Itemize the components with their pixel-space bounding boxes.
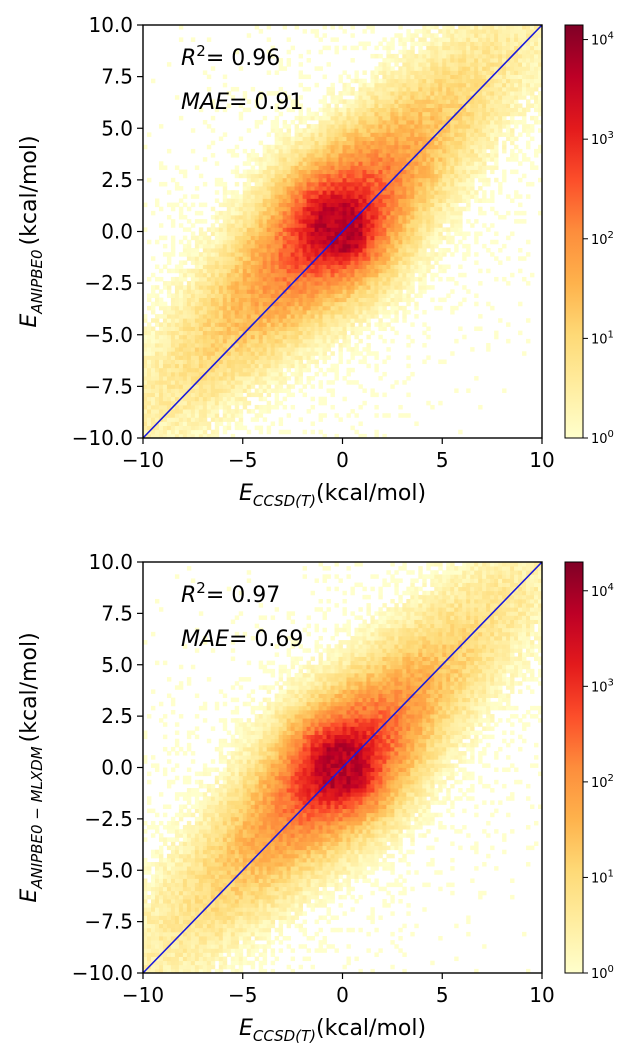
x-tick-label: −10 <box>122 983 164 1007</box>
y-tick-label: 0.0 <box>101 220 133 244</box>
colorbar: 100 101 102 103 104 <box>564 24 614 447</box>
colorbar-tick-label: 102 <box>591 230 614 248</box>
y-tick-label: −7.5 <box>84 374 133 398</box>
annotation-r2: R2= 0.97 <box>181 579 280 608</box>
annotation-mae: MAE= 0.91 <box>181 90 303 115</box>
y-tick-label: −7.5 <box>84 910 133 934</box>
x-tick-label: 5 <box>436 448 449 472</box>
colorbar-tick-label: 103 <box>591 130 614 148</box>
x-tick-label: −10 <box>122 448 164 472</box>
x-tick-label: 10 <box>529 983 554 1007</box>
y-tick-label: −5.0 <box>84 323 133 347</box>
x-tick-label: 5 <box>436 983 449 1007</box>
x-tick-label: 10 <box>529 448 554 472</box>
y-tick-label: −2.5 <box>84 807 133 831</box>
colorbar: 100 101 102 103 104 <box>564 561 614 982</box>
colorbar-tick-label: 103 <box>591 677 614 695</box>
x-axis-label: ECCSD(T)(kcal/mol) <box>239 1016 426 1045</box>
annotation-r2: R2= 0.96 <box>181 42 280 71</box>
colorbar-tick-label: 102 <box>591 773 614 791</box>
colorbar-tick-label: 101 <box>591 868 614 886</box>
heatmap <box>143 562 542 973</box>
x-tick-label: 0 <box>336 448 349 472</box>
heatmap <box>143 25 542 438</box>
colorbar-tick-label: 104 <box>591 582 614 600</box>
y-tick-label: −5.0 <box>84 858 133 882</box>
y-tick-label: 7.5 <box>101 601 133 625</box>
panel-1: −10 −5 0 5 10 10.0 7.5 5.0 2.5 0.0 −2.5 −5.0 −7.5 −10… <box>17 13 614 510</box>
y-tick-label: −10.0 <box>72 426 133 450</box>
y-tick-label: 10.0 <box>88 550 133 574</box>
panel-2: −10 −5 0 5 10 10.0 7.5 5.0 2.5 0.0 −2.5 −5.0 −7.5 −10… <box>17 550 614 1045</box>
y-tick-label: 2.5 <box>101 168 133 192</box>
y-tick-label: 2.5 <box>101 704 133 728</box>
x-axis-label: ECCSD(T)(kcal/mol) <box>239 481 426 510</box>
y-axis-label: EANIPBE0 − MLXDM(kcal/mol) <box>17 632 46 902</box>
x-tick-label: −5 <box>228 983 257 1007</box>
reference-line <box>142 24 543 439</box>
colorbar-tick-label: 100 <box>591 964 614 982</box>
reference-line <box>142 561 543 974</box>
y-tick-label: 0.0 <box>101 756 133 780</box>
annotation-mae: MAE= 0.69 <box>181 627 303 652</box>
colorbar-tick-label: 104 <box>591 31 614 49</box>
y-tick-label: 10.0 <box>88 13 133 37</box>
y-tick-label: 5.0 <box>101 116 133 140</box>
y-tick-label: 5.0 <box>101 653 133 677</box>
y-tick-label: 7.5 <box>101 65 133 89</box>
y-axis-label: EANIPBE0(kcal/mol) <box>17 135 46 327</box>
y-tick-label: −2.5 <box>84 271 133 295</box>
x-tick-label: −5 <box>228 448 257 472</box>
y-tick-label: −10.0 <box>72 961 133 985</box>
colorbar-tick-label: 101 <box>591 329 614 347</box>
x-tick-label: 0 <box>336 983 349 1007</box>
colorbar-tick-label: 100 <box>591 429 614 447</box>
